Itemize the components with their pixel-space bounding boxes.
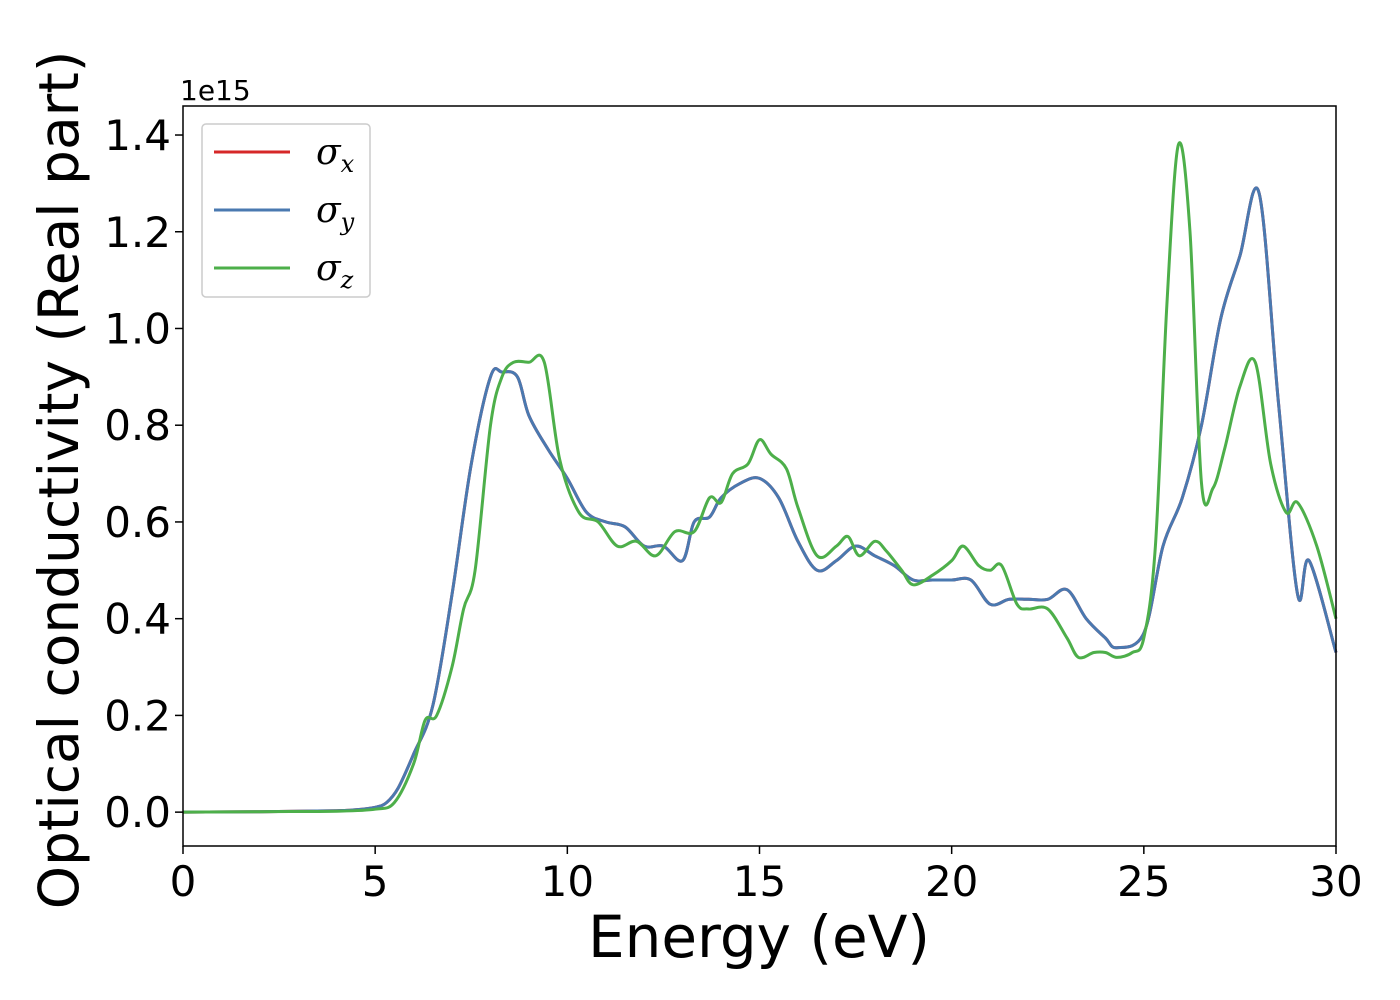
y-offset-label: 1e15 xyxy=(180,74,251,107)
x-tick-label: 5 xyxy=(362,857,389,906)
y-tick-label: 0.8 xyxy=(104,401,171,450)
y-tick-label: 0.6 xyxy=(104,498,171,547)
x-tick-label: 20 xyxy=(925,857,978,906)
x-tick-label: 30 xyxy=(1309,857,1362,906)
y-tick-label: 1.2 xyxy=(104,208,171,257)
y-tick-label: 0.2 xyxy=(104,691,171,740)
y-tick-label: 0.0 xyxy=(104,788,171,837)
x-tick-label: 0 xyxy=(170,857,197,906)
x-tick-label: 25 xyxy=(1117,857,1170,906)
x-axis-title: Energy (eV) xyxy=(588,903,930,971)
x-tick-label: 15 xyxy=(733,857,786,906)
x-tick-label: 10 xyxy=(541,857,594,906)
y-tick-label: 1.4 xyxy=(104,111,171,160)
y-axis-title: Optical conductivity (Real part) xyxy=(27,51,91,910)
y-tick-label: 1.0 xyxy=(104,304,171,353)
y-tick-label: 0.4 xyxy=(104,595,171,644)
